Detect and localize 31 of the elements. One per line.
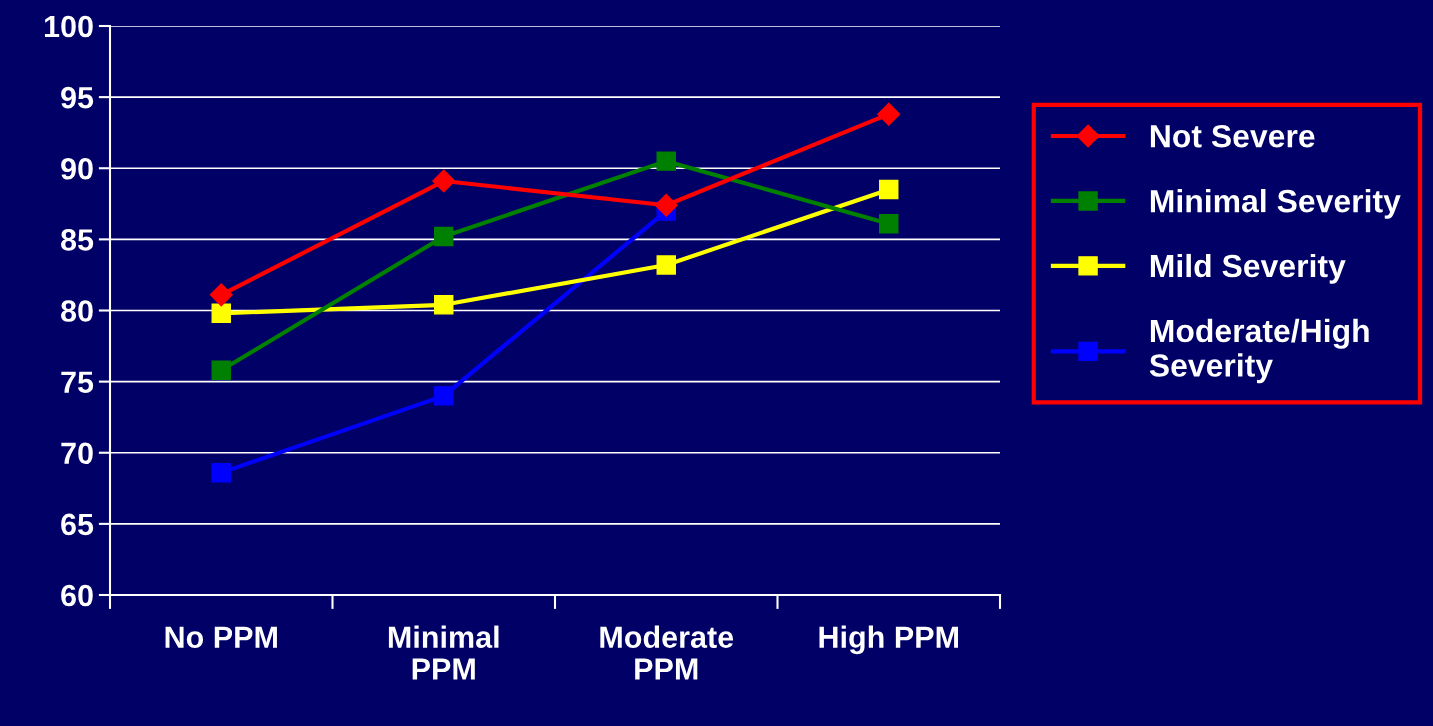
y-tick-label: 80 (61, 300, 93, 322)
point (656, 151, 676, 171)
point (432, 169, 456, 193)
x-tick-label: Minimal PPM (388, 625, 499, 680)
point (434, 295, 454, 315)
y-tick-label: 100 (44, 15, 93, 38)
legend-label: Mild Severity (1150, 253, 1346, 284)
y-tick-label: 60 (61, 584, 93, 607)
y-tick-label: 90 (61, 157, 93, 180)
x-tick-label: High PPM (819, 625, 958, 655)
point (211, 360, 231, 380)
point (211, 303, 231, 324)
point (654, 193, 678, 217)
point (434, 386, 454, 406)
point (211, 462, 231, 483)
point (879, 214, 899, 234)
x-tick-label: Moderate PPM (600, 625, 734, 680)
point (209, 283, 233, 307)
y-tick-label: 70 (61, 442, 93, 465)
legend-label: Minimal Severity (1150, 188, 1401, 219)
y-tick-label: 85 (61, 229, 94, 251)
legend-label: Not Severe (1150, 124, 1315, 148)
y-tick-label: 75 (61, 371, 94, 393)
y-tick-label: 65 (61, 513, 94, 536)
x-tick-label: No PPM (165, 626, 277, 648)
point (656, 255, 676, 275)
point (434, 226, 454, 247)
legend-label: Moderate/High Severity (1149, 318, 1369, 384)
point (877, 102, 901, 126)
point (879, 179, 899, 200)
y-tick-label: 95 (61, 86, 94, 109)
